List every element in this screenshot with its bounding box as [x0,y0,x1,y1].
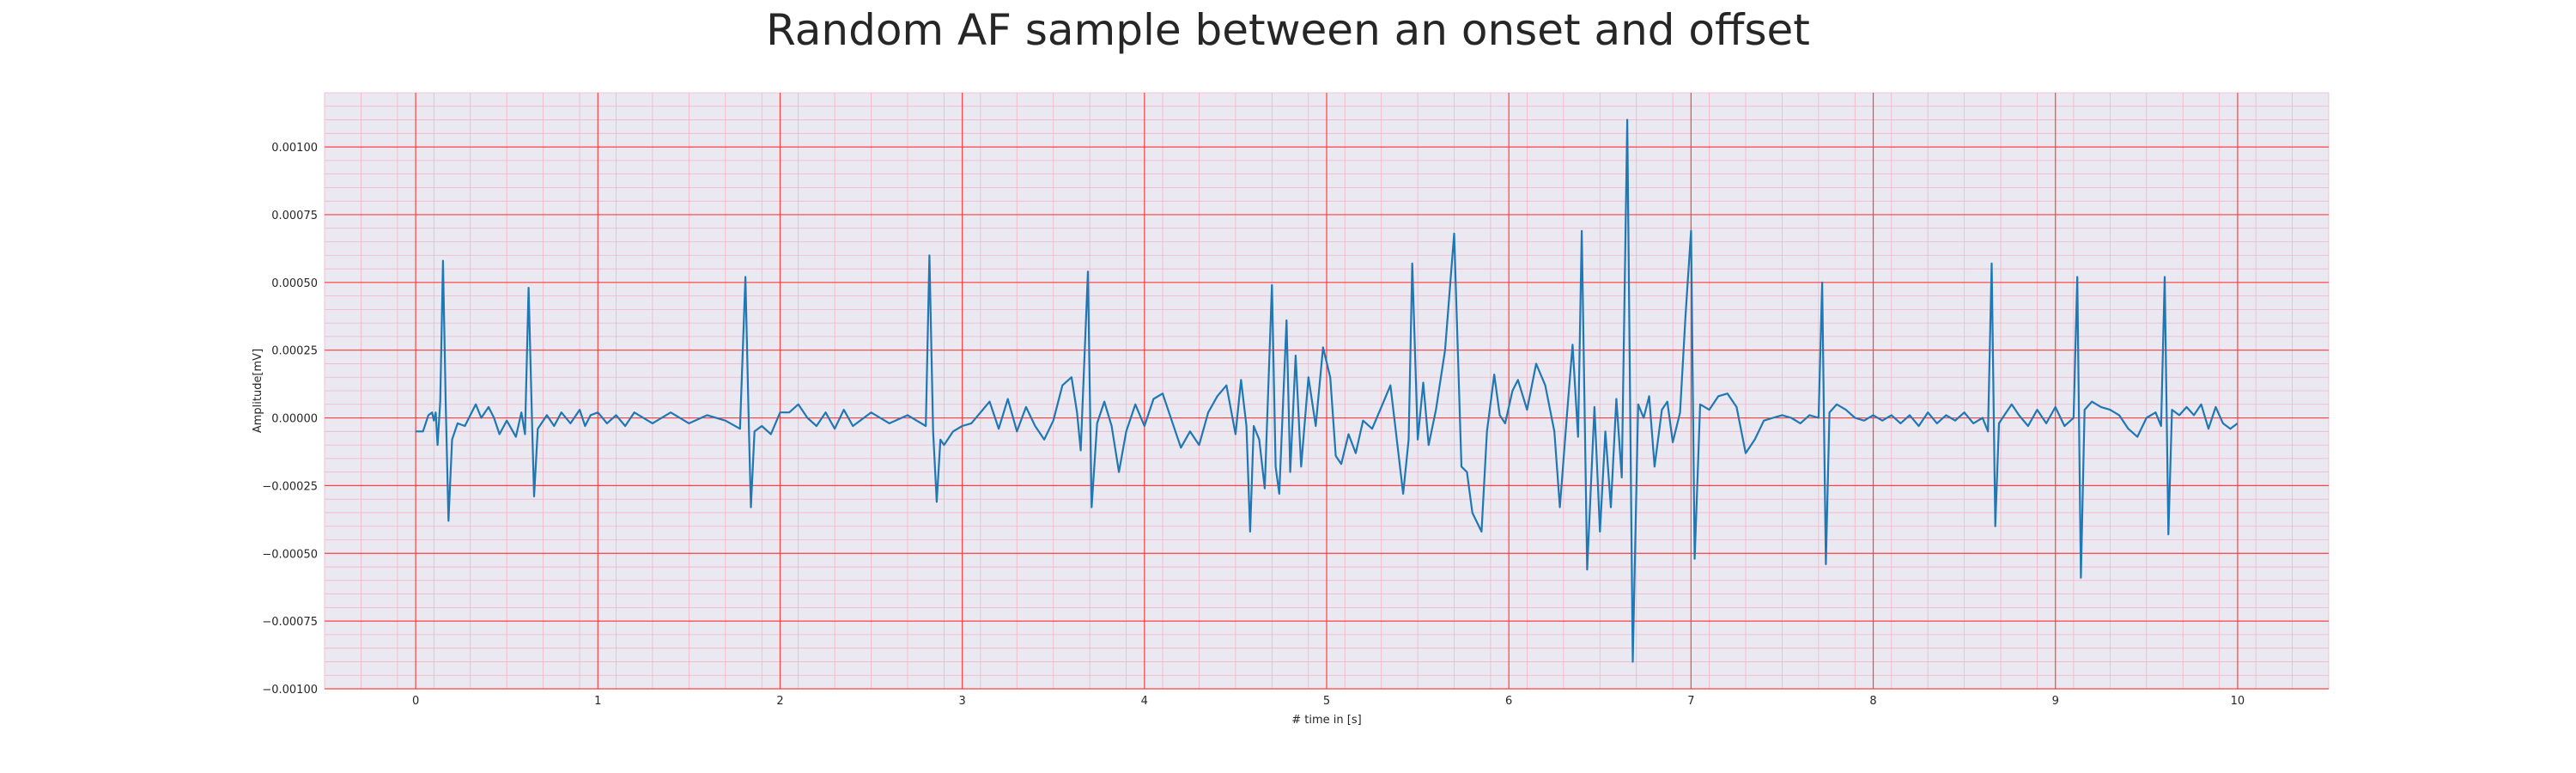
y-tick-label: 0.00000 [271,413,318,426]
signal-series-line [416,119,2239,663]
x-tick-label: 4 [1141,695,1148,708]
y-axis-label: Amplitude[mV] [252,349,264,433]
x-tick-label: 6 [1505,695,1512,708]
y-tick-label: 0.00075 [271,210,318,222]
y-tick-labels: −0.00100 −0.00075 −0.00050 −0.00025 0.00000 0… [262,142,318,697]
x-tick-label: 10 [2231,695,2245,708]
x-axis-label: # time in [s] [1291,714,1361,727]
y-tick-label: 0.00050 [271,277,318,290]
y-tick-label: −0.00050 [262,548,318,561]
y-tick-label: −0.00075 [262,616,318,629]
y-tick-label: −0.00025 [262,480,318,493]
x-tick-label: 1 [594,695,601,708]
chart-title: Random AF sample between an onset and of… [766,5,1810,55]
y-tick-label: 0.00025 [271,345,318,358]
y-tick-label: 0.00100 [271,142,318,155]
x-tick-labels: 0 1 2 3 4 5 6 7 8 9 10 [412,695,2245,708]
x-tick-label: 0 [412,695,419,708]
major-grid [325,93,2329,690]
x-tick-label: 3 [958,695,965,708]
x-tick-label: 5 [1323,695,1330,708]
x-tick-label: 9 [2052,695,2059,708]
x-tick-label: 2 [776,695,783,708]
y-tick-label: −0.00100 [262,684,318,697]
x-tick-label: 7 [1687,695,1694,708]
x-tick-label: 8 [1869,695,1876,708]
